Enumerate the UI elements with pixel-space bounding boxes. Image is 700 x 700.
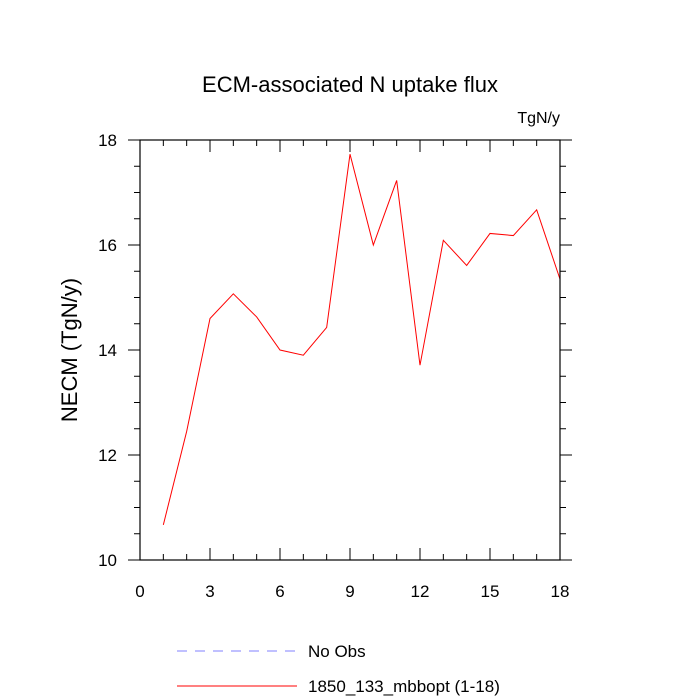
x-tick-label: 12 [411,582,430,601]
plot-frame [139,139,561,561]
series-layer [162,154,561,525]
y-tick-label: 14 [98,341,117,360]
series-line-1 [162,154,561,525]
x-tick-label: 9 [345,582,354,601]
legend-label-1: 1850_133_mbbopt (1-18) [308,677,500,696]
y-tick-label: 16 [98,236,117,255]
units-label: TgN/y [517,110,560,127]
x-tick-label: 3 [205,582,214,601]
y-tick-label: 12 [98,446,117,465]
y-axis-label: NECM (TgN/y) [57,278,82,422]
x-tick-label: 6 [275,582,284,601]
x-tick-label: 15 [481,582,500,601]
y-tick-label: 18 [98,131,117,150]
x-tick-label: 0 [135,582,144,601]
axis-tick-labels: 0 3 6 9 12 15 18 10 12 14 16 18 [98,131,569,601]
axis-ticks [128,139,572,561]
chart-title: ECM-associated N uptake flux [202,72,498,97]
legend-label-0: No Obs [308,642,366,661]
legend: No Obs 1850_133_mbbopt (1-18) [177,642,500,696]
y-tick-label: 10 [98,551,117,570]
x-tick-label: 18 [551,582,570,601]
